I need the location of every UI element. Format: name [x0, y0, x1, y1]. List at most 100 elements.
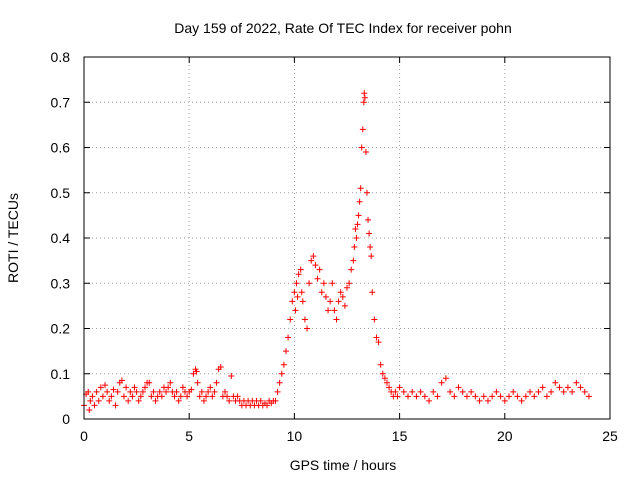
- data-point: [392, 388, 399, 395]
- data-point: [89, 393, 96, 400]
- y-tick-label: 0: [62, 411, 70, 427]
- data-point: [585, 393, 592, 400]
- data-point: [156, 388, 163, 395]
- data-point: [150, 388, 157, 395]
- data-point: [234, 393, 241, 400]
- data-point: [163, 388, 170, 395]
- data-point: [221, 388, 228, 395]
- data-point: [171, 393, 178, 400]
- x-tick-label: 10: [287, 428, 303, 444]
- data-point: [148, 393, 155, 400]
- data-point: [272, 397, 279, 404]
- x-tick-label: 20: [497, 428, 513, 444]
- data-point: [531, 393, 538, 400]
- data-point: [131, 384, 138, 391]
- data-point: [292, 307, 299, 314]
- data-point: [337, 289, 344, 296]
- data-point: [442, 375, 449, 382]
- data-point: [351, 244, 358, 251]
- data-point: [129, 393, 136, 400]
- data-point: [360, 99, 367, 106]
- data-point: [120, 393, 127, 400]
- data-point: [548, 388, 555, 395]
- data-point: [472, 393, 479, 400]
- data-point: [203, 393, 210, 400]
- data-point: [535, 388, 542, 395]
- data-point: [106, 397, 113, 404]
- data-point: [434, 393, 441, 400]
- data-point: [310, 253, 317, 260]
- data-point: [173, 388, 180, 395]
- data-point: [209, 393, 216, 400]
- data-point: [217, 363, 224, 370]
- x-tick-label: 25: [602, 428, 618, 444]
- data-point: [377, 361, 384, 368]
- data-point: [320, 280, 327, 287]
- data-point: [257, 397, 264, 404]
- data-point: [361, 90, 368, 97]
- y-tick-label: 0.4: [51, 230, 71, 246]
- data-point: [165, 384, 172, 391]
- data-point: [573, 379, 580, 386]
- data-point: [346, 280, 353, 287]
- data-point: [394, 393, 401, 400]
- data-point: [497, 393, 504, 400]
- x-tick-labels: 0 5 10 15 20 25: [80, 428, 618, 444]
- data-point: [167, 379, 174, 386]
- data-point: [282, 348, 289, 355]
- data-point: [438, 379, 445, 386]
- data-point: [308, 257, 315, 264]
- data-point: [356, 198, 363, 205]
- data-point: [299, 298, 306, 305]
- data-point: [560, 388, 567, 395]
- data-point: [99, 393, 106, 400]
- data-point: [493, 388, 500, 395]
- x-tick-label: 15: [392, 428, 408, 444]
- data-points: [81, 90, 592, 413]
- data-point: [447, 388, 454, 395]
- data-point: [198, 388, 205, 395]
- data-point: [341, 302, 348, 309]
- data-point: [353, 235, 360, 241]
- data-point: [112, 402, 119, 409]
- data-point: [146, 379, 153, 386]
- data-point: [285, 334, 292, 341]
- data-point: [276, 379, 283, 386]
- data-point: [329, 280, 336, 287]
- data-point: [484, 397, 491, 404]
- grid: [84, 57, 610, 419]
- data-point: [426, 397, 433, 404]
- y-tick-label: 0.1: [51, 366, 71, 382]
- data-point: [430, 388, 437, 395]
- data-point: [564, 384, 571, 391]
- data-point: [291, 289, 298, 296]
- data-point: [133, 388, 140, 395]
- data-point: [476, 397, 483, 404]
- data-point: [226, 397, 233, 404]
- y-tick-label: 0.6: [51, 140, 71, 156]
- axis-ticks: [83, 56, 611, 420]
- data-point: [514, 393, 521, 400]
- data-point: [409, 388, 416, 395]
- data-point: [158, 393, 165, 400]
- data-point: [369, 289, 376, 296]
- data-point: [297, 266, 304, 273]
- data-point: [350, 257, 357, 264]
- data-point: [468, 388, 475, 395]
- data-point: [295, 271, 302, 278]
- data-point: [375, 339, 382, 346]
- data-point: [264, 402, 271, 409]
- data-point: [363, 189, 370, 196]
- data-point: [383, 379, 390, 386]
- data-point: [123, 384, 130, 391]
- data-point: [135, 397, 142, 404]
- data-point: [357, 185, 364, 192]
- data-point: [421, 393, 428, 400]
- data-point: [339, 293, 346, 300]
- x-tick-label: 0: [80, 428, 88, 444]
- data-point: [362, 149, 369, 156]
- data-point: [304, 325, 311, 332]
- data-point: [289, 298, 296, 305]
- data-point: [97, 384, 104, 391]
